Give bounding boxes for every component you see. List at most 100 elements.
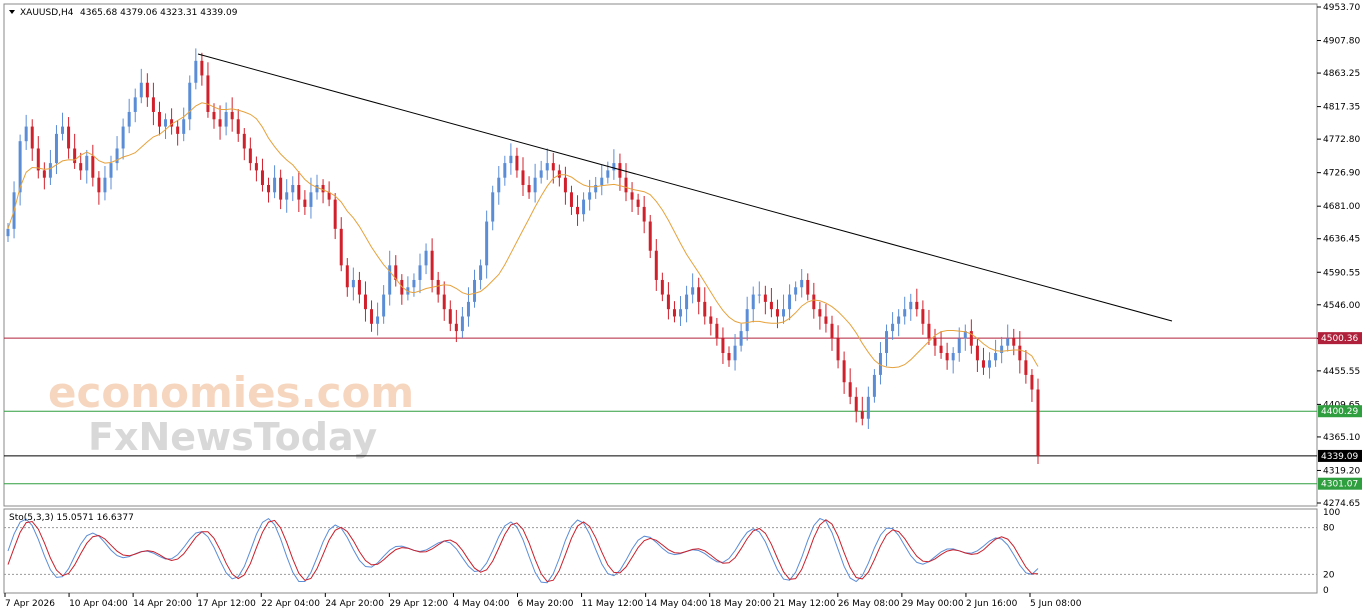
candle-body: [703, 301, 707, 317]
candle-body: [115, 148, 119, 164]
price-tick-label: 4590.55: [1323, 268, 1360, 278]
candle-body: [67, 126, 71, 149]
candle-body: [878, 353, 882, 375]
candle-body: [176, 126, 180, 134]
candle-body: [927, 323, 931, 339]
candle-body: [600, 177, 604, 186]
candle-body: [85, 155, 89, 171]
time-tick-label: 10 Apr 04:00: [69, 599, 128, 609]
time-tick-label: 17 Apr 12:00: [197, 599, 256, 609]
level-tag: [1318, 477, 1362, 490]
candle-body: [509, 155, 513, 164]
level-tag-label: 4500.36: [1321, 334, 1358, 344]
watermark: economies.com FxNewsToday: [48, 368, 414, 459]
candle-body: [545, 163, 549, 171]
candle-body: [957, 338, 961, 354]
candle-body: [624, 177, 628, 193]
price-tick-label: 4365.10: [1323, 433, 1360, 443]
candle-body: [975, 345, 979, 361]
candle-body: [54, 133, 58, 164]
candle-body: [909, 301, 913, 310]
candle-body: [109, 163, 113, 178]
price-tick-label: 4907.80: [1323, 37, 1360, 47]
candle-body: [357, 279, 361, 295]
price-tick-label: 4546.00: [1323, 301, 1360, 311]
candle-body: [333, 199, 337, 229]
candle-body: [697, 287, 701, 302]
time-tick-label: 2 Jun 16:00: [966, 599, 1018, 609]
time-tick-label: 18 May 20:00: [710, 599, 772, 609]
price-tick-label: 4274.65: [1323, 499, 1360, 509]
candle-body: [563, 177, 567, 193]
candle-body: [133, 97, 137, 112]
ohlc-values: 4365.68 4379.06 4323.31 4339.09: [80, 8, 238, 18]
candle-body: [903, 309, 907, 317]
candle-body: [945, 353, 949, 361]
candle-body: [315, 185, 319, 193]
candle-body: [733, 345, 737, 361]
candle-body: [121, 126, 125, 149]
candle-body: [412, 279, 416, 288]
candle-body: [151, 97, 155, 112]
candle-body: [557, 170, 561, 178]
candle-body: [321, 185, 325, 193]
level-tag: [1318, 405, 1362, 418]
price-tick-label: 4817.35: [1323, 103, 1360, 113]
candle-body: [36, 148, 40, 171]
candle-body: [442, 294, 446, 310]
candle-body: [715, 323, 719, 339]
candle-body: [594, 185, 598, 193]
stochastic-signal-line: [7, 519, 1038, 583]
symbol-label: XAUUSD,H4: [20, 8, 74, 18]
price-tick-label: 4953.70: [1323, 3, 1360, 13]
candle-body: [479, 265, 483, 280]
candle-body: [1030, 374, 1034, 390]
trendline[interactable]: [197, 53, 1173, 322]
level-tag: [1318, 332, 1362, 345]
candle-body: [969, 331, 973, 346]
candle-body: [127, 111, 131, 127]
candle-body: [576, 206, 580, 215]
candle-body: [679, 309, 683, 317]
candle-body: [775, 309, 779, 317]
candle-body: [260, 170, 264, 186]
candle-body: [739, 331, 743, 346]
price-tick-label: 4681.00: [1323, 202, 1360, 212]
candle-body: [206, 75, 210, 112]
candle-body: [654, 250, 658, 280]
candle-body: [303, 199, 307, 207]
candle-body: [182, 119, 186, 134]
time-tick-label: 26 May 08:00: [838, 599, 900, 609]
candle-body: [388, 265, 392, 295]
candle-body: [897, 316, 901, 324]
candle-body: [430, 250, 434, 280]
watermark-fxnewstoday: FxNewsToday: [88, 415, 377, 459]
candle-body: [279, 177, 283, 200]
candle-body: [91, 155, 95, 178]
candle-body: [769, 301, 773, 310]
stochastic-tick-label: 0: [1323, 586, 1329, 596]
candle-body: [170, 119, 174, 127]
candle-body: [757, 294, 761, 296]
candle-body: [836, 338, 840, 361]
time-tick-label: 4 May 04:00: [453, 599, 509, 609]
candle-body: [273, 177, 277, 193]
candle-body: [497, 177, 501, 193]
candle-body: [539, 170, 543, 178]
candle-body: [606, 170, 610, 178]
candle-body: [588, 192, 592, 200]
candle-body: [515, 155, 519, 171]
candle-body: [933, 338, 937, 346]
candle-body: [6, 228, 10, 237]
candle-body: [1006, 338, 1010, 346]
price-tick-label: 4319.20: [1323, 466, 1360, 476]
candle-body: [800, 279, 804, 288]
time-tick-label: 24 Apr 20:00: [325, 599, 384, 609]
candle-body: [891, 323, 895, 332]
candle-body: [842, 360, 846, 383]
candle-body: [103, 177, 107, 193]
stochastic-plot-frame: [3, 508, 1318, 594]
candle-body: [139, 82, 143, 98]
candle-body: [988, 360, 992, 368]
